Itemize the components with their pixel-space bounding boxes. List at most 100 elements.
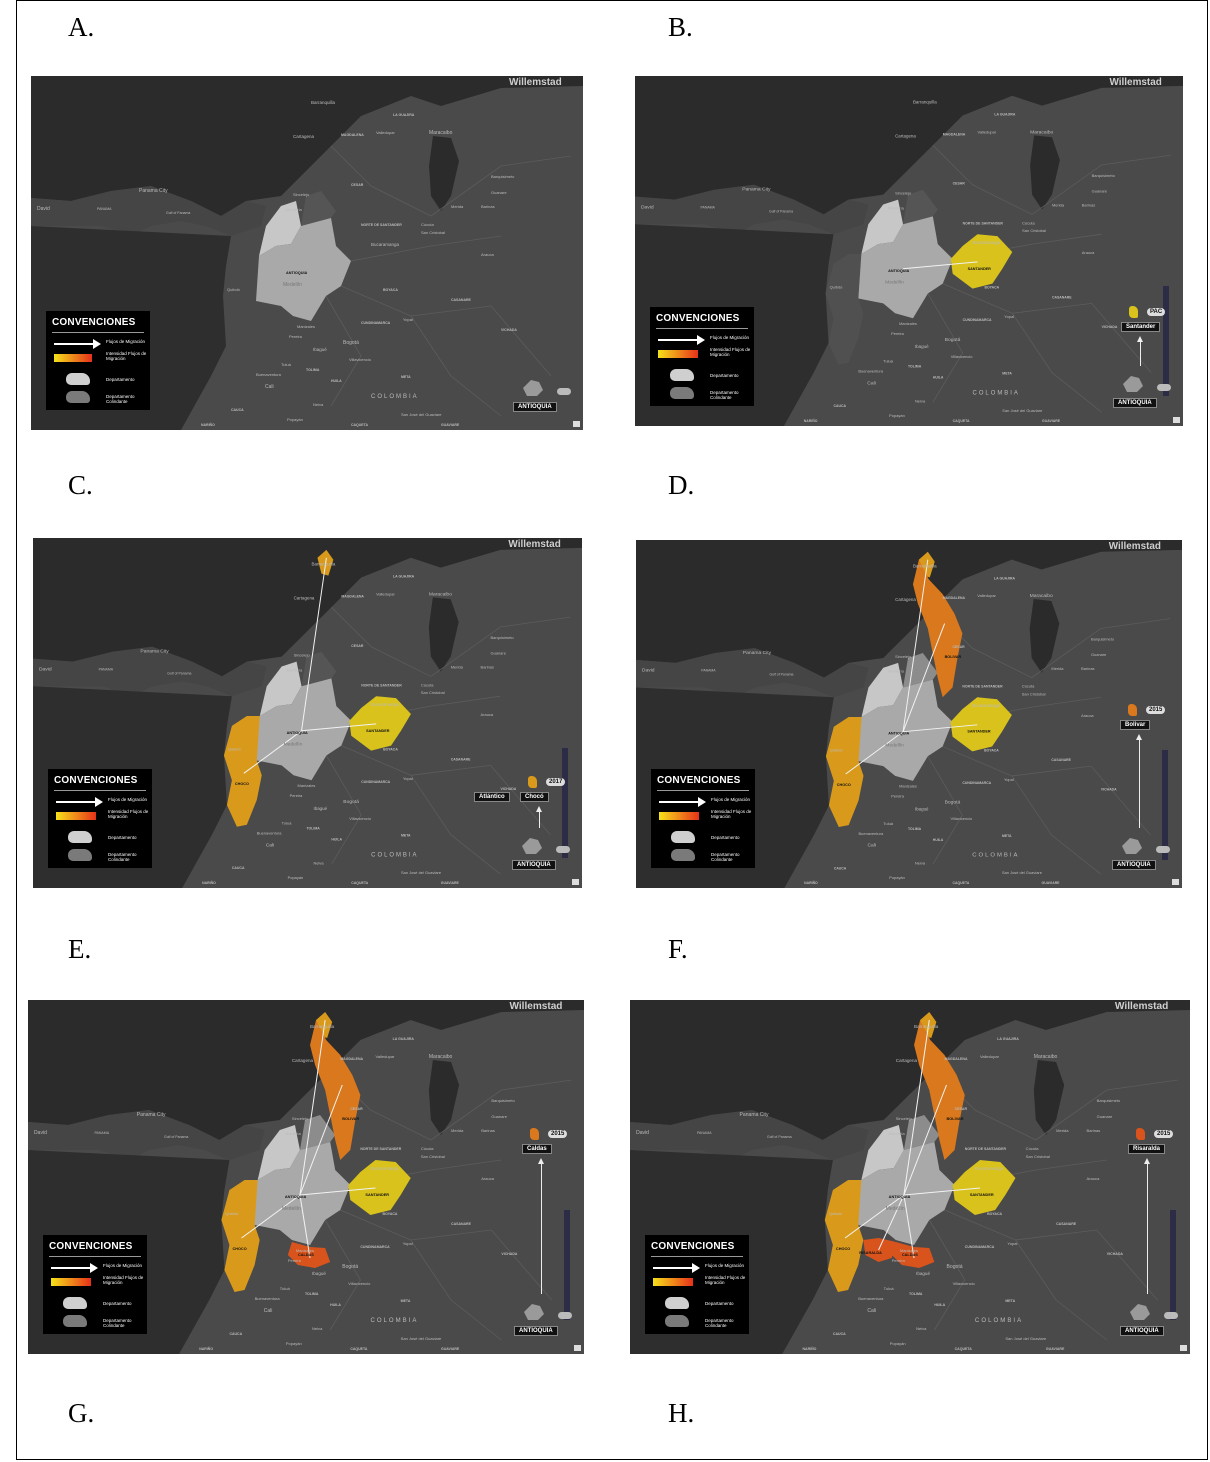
map-label-choco: CHOCO: [232, 1247, 246, 1251]
side-flow-arrow: [1140, 340, 1141, 366]
map-label-cartagena: Cartagena: [292, 1058, 314, 1063]
panama-isthmus: [33, 646, 267, 697]
map-label-neiva: Neiva: [313, 402, 324, 407]
migration-arrow-santander: [301, 723, 377, 732]
time-slider-track[interactable]: [564, 1210, 570, 1320]
map-label-casanare: CASANARE: [451, 757, 471, 761]
toggle-icon[interactable]: [1164, 1312, 1178, 1319]
map-label-narino: NARIÑO: [804, 880, 818, 885]
folder-icon[interactable]: [573, 421, 580, 427]
map-label-barquisimeto: Barquisimeto: [1092, 173, 1116, 178]
map-label-tulua: Tuluá: [282, 821, 293, 826]
map-label-merida: Merida: [1056, 1128, 1069, 1133]
folder-icon[interactable]: [572, 879, 579, 885]
map-label-barquisimeto: Barquisimeto: [1097, 1098, 1121, 1103]
map-label-boyaca: BOYACA: [984, 286, 999, 290]
time-slider-track[interactable]: [562, 748, 568, 858]
label-h: H.: [668, 1398, 695, 1428]
toggle-icon[interactable]: [1156, 846, 1170, 853]
toggle-icon[interactable]: [557, 388, 571, 395]
folder-icon[interactable]: [574, 1345, 581, 1351]
map-label-boyaca: BOYACA: [383, 748, 398, 752]
map-label-quibdo: Quibdó: [830, 747, 844, 752]
map-label-monteria: Montería: [285, 1131, 302, 1136]
caribbean-sea: [33, 538, 582, 677]
map-label-cucuta: Cúcuta: [421, 682, 434, 687]
map-label-medellin: Medellín: [885, 742, 904, 748]
map-label-san_jose: San José del Guaviare: [401, 1336, 442, 1341]
map-label-norte_santander: NORTE DE SANTANDER: [963, 221, 1004, 225]
time-slider-track[interactable]: [1170, 1210, 1176, 1320]
panama-isthmus: [635, 184, 869, 235]
mini-antioquia-shape: [522, 838, 542, 854]
map-label-panama_city: Panama City: [740, 1112, 769, 1118]
toggle-icon[interactable]: [556, 846, 570, 853]
legend-neighbor-icon: [670, 387, 694, 399]
choco-dept-base: [825, 253, 864, 365]
folder-icon[interactable]: [1172, 879, 1179, 885]
legend-title: CONVENCIONES: [52, 317, 136, 328]
label-a: A.: [68, 12, 95, 42]
caribbean-sea: [630, 1000, 1190, 1140]
year-pill[interactable]: 2015: [548, 1130, 568, 1138]
map-label-norte_santander: NORTE DE SANTANDER: [361, 223, 402, 227]
folder-icon[interactable]: [1173, 417, 1180, 423]
map-label-meta: META: [1002, 834, 1012, 838]
caribbean-sea: [28, 1000, 584, 1140]
map-label-barranquilla: Barranquilla: [311, 100, 336, 105]
map-label-colombia: COLOMBIA: [972, 853, 1019, 859]
map-label-ibague: Ibagué: [313, 347, 327, 352]
legend-divider: [656, 328, 748, 329]
map-label-boyaca: BOYACA: [987, 1212, 1002, 1216]
year-pill[interactable]: 2015: [1154, 1130, 1174, 1138]
map-label-willemstad: Willemstad: [509, 1001, 562, 1012]
time-slider-track[interactable]: [1163, 286, 1169, 396]
santander-dept: [950, 697, 1012, 752]
map-label-cartagena: Cartagena: [294, 595, 315, 600]
map-label-narino: NARIÑO: [802, 1346, 816, 1351]
legend-dept-icon: [671, 831, 695, 843]
map-label-cesar: CESAR: [953, 182, 966, 186]
side-flow-arrow: [541, 1162, 542, 1294]
side-arrow-head-icon: [1137, 336, 1143, 342]
map-label-san_jose: San José del Guaviare: [401, 412, 442, 417]
time-slider-track[interactable]: [1162, 750, 1168, 860]
year-pill[interactable]: 2015: [1146, 706, 1166, 714]
map-label-tulua: Tuluá: [281, 362, 292, 367]
map-label-cesar: CESAR: [953, 645, 966, 649]
folder-icon[interactable]: [1180, 1345, 1187, 1351]
map-label-cali: Cali: [266, 842, 275, 848]
year-pill[interactable]: PAC: [1147, 308, 1166, 316]
migration-arrow-bolivar: [902, 623, 946, 732]
neighbor-dept: [861, 199, 904, 254]
toggle-icon[interactable]: [558, 1312, 572, 1319]
legend-flujos: Flujos de Migración: [108, 797, 148, 802]
map-label-valledupar: Valledupar: [376, 130, 395, 135]
side-arrow-head-icon: [538, 1158, 544, 1164]
toggle-icon[interactable]: [1157, 384, 1171, 391]
map-panel-a: Willemstad Barranquilla Cartagena Maracaibo…: [31, 76, 583, 430]
map-label-maracaibo: Maracaibo: [1030, 129, 1053, 135]
dept-border: [410, 1239, 502, 1341]
map-label-david: David: [34, 1130, 47, 1136]
map-label-cucuta: Cúcuta: [1022, 220, 1035, 225]
map-label-yopal: Yopal: [403, 776, 413, 781]
colombia-map: Willemstad Barranquilla Cartagena Maracaibo…: [630, 1000, 1190, 1354]
map-label-maracaibo: Maracaibo: [1030, 593, 1053, 599]
map-label-manizales: Manizales: [899, 321, 917, 326]
dept-border: [1031, 618, 1171, 678]
legend-intensidad: Intensidad Flujos de Migración: [710, 347, 751, 357]
side-arrow-head-icon: [536, 806, 542, 812]
legend-dept-icon: [66, 373, 90, 385]
legend-intensidad: Intensidad Flujos de Migración: [106, 351, 147, 361]
map-label-huila: HUILA: [934, 1303, 945, 1307]
map-label-villavicencio: Villavicencio: [951, 354, 974, 359]
map-label-monteria: Montería: [287, 667, 303, 672]
map-label-yopal: Yopal: [403, 317, 413, 322]
dept-border: [1011, 775, 1102, 875]
choco-dept: [824, 1180, 864, 1292]
year-pill[interactable]: 2017: [546, 778, 566, 786]
migration-arrow-atlantico: [902, 559, 929, 732]
map-label-caqueta: CAQUETA: [953, 419, 970, 423]
map-label-quibdo: Quibdó: [225, 1211, 239, 1216]
